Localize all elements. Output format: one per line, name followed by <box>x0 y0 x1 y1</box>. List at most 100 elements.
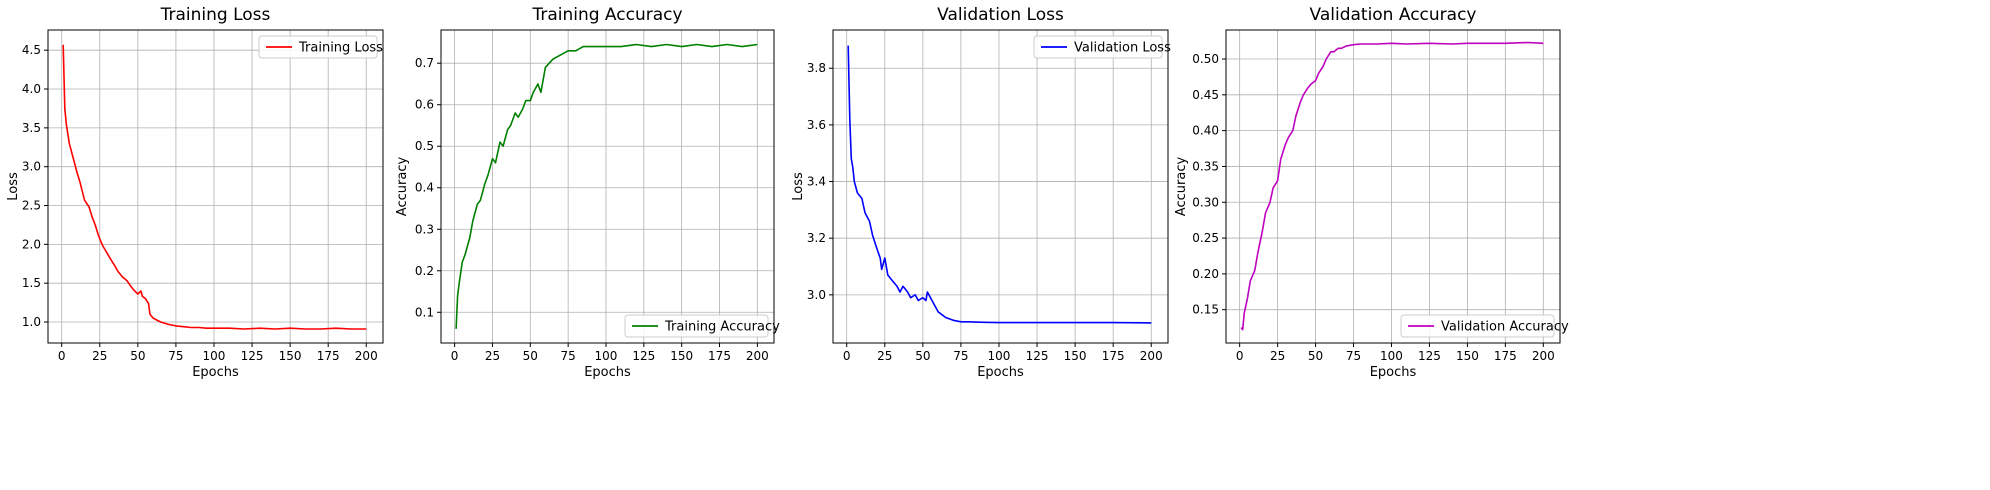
x-tick-label: 150 <box>670 349 693 363</box>
x-tick-label: 25 <box>485 349 500 363</box>
x-tick-label: 175 <box>708 349 731 363</box>
x-tick-label: 50 <box>523 349 538 363</box>
legend-label: Validation Loss <box>1074 41 1171 56</box>
x-tick-label: 175 <box>317 349 340 363</box>
y-tick-label: 0.4 <box>415 181 434 195</box>
x-axis-label: Epochs <box>584 365 631 380</box>
x-tick-label: 0 <box>843 349 851 363</box>
y-tick-label: 3.4 <box>807 175 826 189</box>
x-tick-label: 75 <box>1346 349 1361 363</box>
y-tick-label: 0.1 <box>415 305 434 319</box>
y-tick-label: 0.3 <box>415 222 434 236</box>
legend-box <box>1400 314 1555 338</box>
x-tick-label: 175 <box>1102 349 1125 363</box>
x-tick-label: 0 <box>1236 349 1244 363</box>
y-tick-label: 3.8 <box>807 61 826 75</box>
x-tick-label: 50 <box>1308 349 1323 363</box>
legend-label: Validation Accuracy <box>1441 320 1569 335</box>
chart-panel-0: 0 25 50 75 100 125 150 175 200 1.0 1.5 2.0 2.5 3.0 3.5… <box>6 5 384 380</box>
y-tick-label: 3.0 <box>22 160 41 174</box>
y-axis-label: Accuracy <box>395 157 410 217</box>
x-tick-label: 0 <box>451 349 459 363</box>
y-tick-label: 4.5 <box>22 43 41 57</box>
y-tick-label: 3.6 <box>807 118 826 132</box>
y-tick-label: 0.15 <box>1192 303 1219 317</box>
legend-box <box>624 314 769 338</box>
x-axis-label: Epochs <box>192 365 239 380</box>
y-tick-label: 0.25 <box>1192 231 1219 245</box>
x-tick-label: 200 <box>1532 349 1555 363</box>
chart-title: Training Loss <box>160 5 271 25</box>
x-tick-label: 25 <box>1270 349 1285 363</box>
x-tick-label: 125 <box>1026 349 1049 363</box>
legend-label: Training Loss <box>298 41 383 56</box>
y-tick-label: 3.0 <box>807 288 826 302</box>
x-tick-label: 75 <box>561 349 576 363</box>
x-tick-label: 100 <box>203 349 226 363</box>
y-tick-label: 0.6 <box>415 98 434 112</box>
x-tick-label: 50 <box>915 349 930 363</box>
x-tick-label: 200 <box>1140 349 1163 363</box>
x-tick-label: 100 <box>988 349 1011 363</box>
x-tick-label: 0 <box>58 349 66 363</box>
y-tick-label: 0.5 <box>415 139 434 153</box>
series-line <box>1240 41 1544 331</box>
x-tick-label: 125 <box>241 349 264 363</box>
chart-title: Training Accuracy <box>531 5 682 25</box>
series-line <box>62 44 367 330</box>
x-tick-label: 125 <box>632 349 655 363</box>
legend: Validation Accuracy <box>1400 314 1569 338</box>
y-axis-label: Loss <box>6 172 21 201</box>
x-axis-label: Epochs <box>977 365 1024 380</box>
y-tick-label: 0.2 <box>415 264 434 278</box>
x-axis-label: Epochs <box>1370 365 1417 380</box>
y-tick-label: 1.0 <box>22 315 41 329</box>
axes-frame <box>440 29 775 344</box>
chart-panel-1: 0 25 50 75 100 125 150 175 200 0.1 0.2 0.3 0.4 0.5 0.6… <box>395 5 780 380</box>
legend-box <box>1033 35 1163 59</box>
x-tick-label: 100 <box>1380 349 1403 363</box>
chart-panel-3: 0 25 50 75 100 125 150 175 200 0.15 0.20 0.25 0.30 0.… <box>1174 5 1569 380</box>
x-tick-label: 100 <box>595 349 618 363</box>
y-tick-label: 0.35 <box>1192 159 1219 173</box>
y-tick-label: 0.40 <box>1192 124 1219 138</box>
y-tick-label: 0.45 <box>1192 88 1219 102</box>
legend: Training Loss <box>258 35 383 59</box>
y-tick-label: 0.7 <box>415 56 434 70</box>
y-tick-label: 1.5 <box>22 276 41 290</box>
x-tick-label: 75 <box>953 349 968 363</box>
series-line <box>847 45 1152 324</box>
legend: Validation Loss <box>1033 35 1171 59</box>
y-tick-label: 0.50 <box>1192 52 1219 66</box>
axes-frame <box>832 29 1169 344</box>
legend: Training Accuracy <box>624 314 780 338</box>
x-tick-label: 75 <box>168 349 183 363</box>
y-tick-label: 0.20 <box>1192 267 1219 281</box>
x-tick-label: 150 <box>279 349 302 363</box>
y-axis-label: Accuracy <box>1174 157 1189 217</box>
chart-panel-2: 0 25 50 75 100 125 150 175 200 3.0 3.2 3.4 3.6 3.8 Val… <box>791 5 1171 380</box>
y-tick-label: 0.30 <box>1192 195 1219 209</box>
x-tick-label: 125 <box>1418 349 1441 363</box>
y-tick-label: 4.0 <box>22 82 41 96</box>
legend-box <box>258 35 378 59</box>
y-tick-label: 3.5 <box>22 121 41 135</box>
x-tick-label: 150 <box>1064 349 1087 363</box>
y-axis-label: Loss <box>791 172 806 201</box>
x-tick-label: 200 <box>746 349 769 363</box>
y-tick-label: 2.0 <box>22 237 41 251</box>
series-line <box>455 43 758 329</box>
x-tick-label: 175 <box>1494 349 1517 363</box>
chart-title: Validation Accuracy <box>1310 5 1477 25</box>
chart-title: Validation Loss <box>937 5 1064 25</box>
x-tick-label: 25 <box>877 349 892 363</box>
y-tick-label: 2.5 <box>22 199 41 213</box>
axes-frame <box>1225 29 1561 344</box>
x-tick-label: 150 <box>1456 349 1479 363</box>
x-tick-label: 200 <box>355 349 378 363</box>
axes-frame <box>47 29 384 344</box>
x-tick-label: 25 <box>92 349 107 363</box>
x-tick-label: 50 <box>130 349 145 363</box>
y-tick-label: 3.2 <box>807 231 826 245</box>
